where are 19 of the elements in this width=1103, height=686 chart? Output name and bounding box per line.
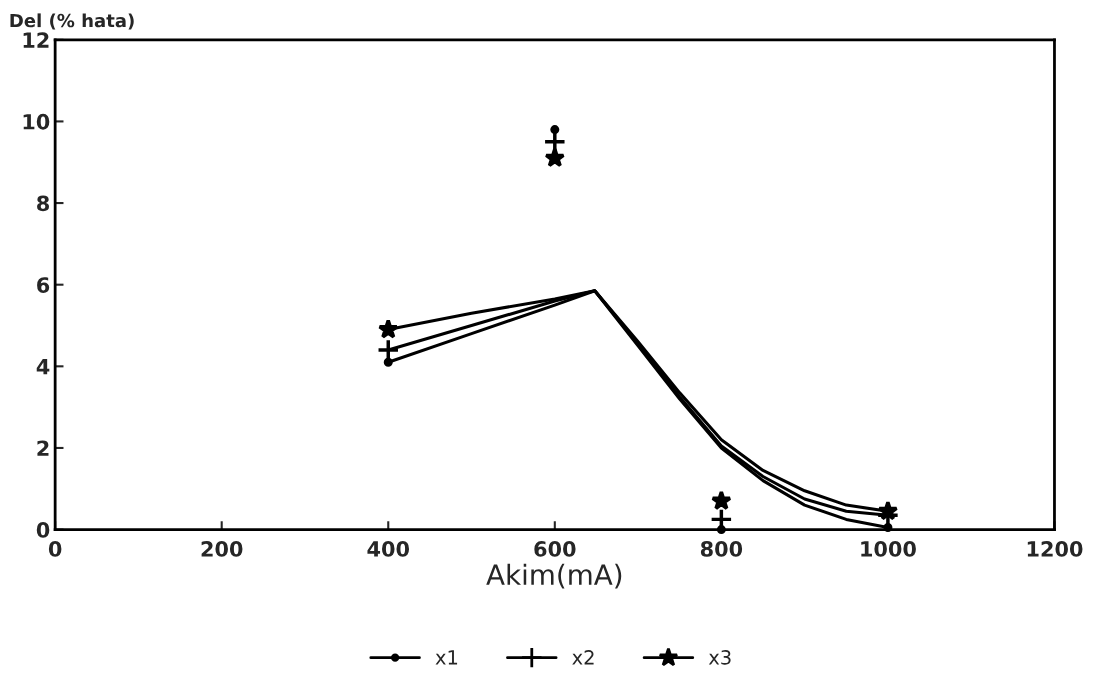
x-tick-label: 1200 [1027,541,1083,557]
y-tick-label: 10 [23,113,50,130]
y-tick-label: 0 [36,522,50,538]
x-tick-label: 200 [201,541,243,557]
x-tick-label: 800 [700,541,743,557]
y-tick-label: 6 [37,277,50,293]
x-tick-label: 1000 [861,541,916,557]
legend-label: x3 [708,650,731,665]
x-axis-title: Akim(mA) [486,563,622,589]
x-tick-label: 0 [48,541,62,557]
y-tick-label: 8 [37,195,49,212]
x-tick-label: 600 [534,541,576,557]
y-tick-label: 12 [23,32,49,48]
legend-label: x1 [435,650,458,665]
y-tick-label: 4 [36,359,50,375]
y-axis-title: Del (% hata) [10,13,134,30]
x-tick-label: 400 [367,541,409,557]
y-tick-label: 2 [37,440,49,456]
legend-label: x2 [572,650,594,665]
